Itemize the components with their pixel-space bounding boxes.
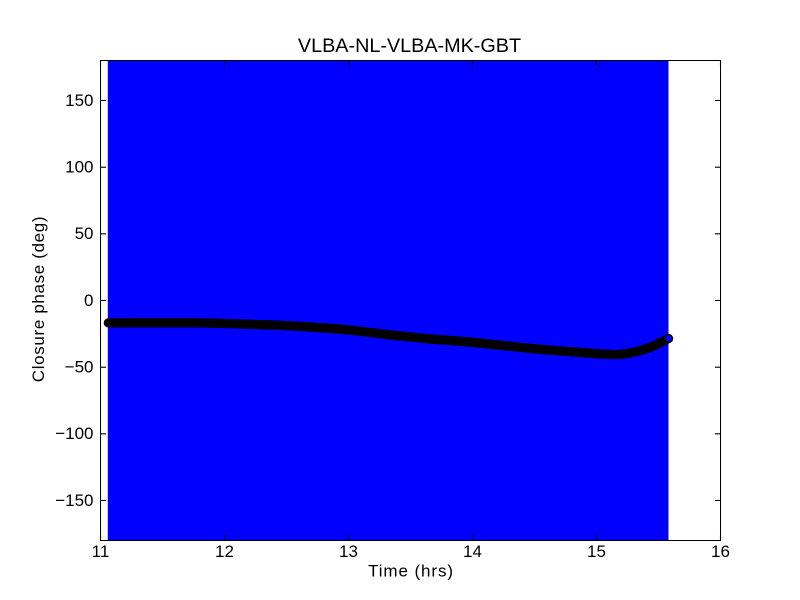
- svg-text:13: 13: [339, 542, 358, 561]
- svg-text:−100: −100: [55, 424, 93, 443]
- svg-text:Closure phase (deg): Closure phase (deg): [29, 216, 48, 382]
- svg-text:11: 11: [92, 542, 110, 561]
- svg-text:150: 150: [65, 91, 93, 110]
- svg-text:16: 16: [711, 542, 730, 561]
- svg-text:50: 50: [75, 224, 94, 243]
- svg-text:12: 12: [215, 542, 234, 561]
- svg-text:14: 14: [463, 542, 482, 561]
- svg-text:−50: −50: [65, 358, 94, 377]
- svg-text:Time (hrs): Time (hrs): [368, 562, 454, 581]
- svg-text:−150: −150: [55, 491, 93, 510]
- svg-text:VLBA-NL-VLBA-MK-GBT: VLBA-NL-VLBA-MK-GBT: [298, 35, 521, 57]
- svg-text:100: 100: [65, 158, 93, 177]
- svg-text:15: 15: [587, 542, 606, 561]
- svg-text:0: 0: [84, 291, 93, 310]
